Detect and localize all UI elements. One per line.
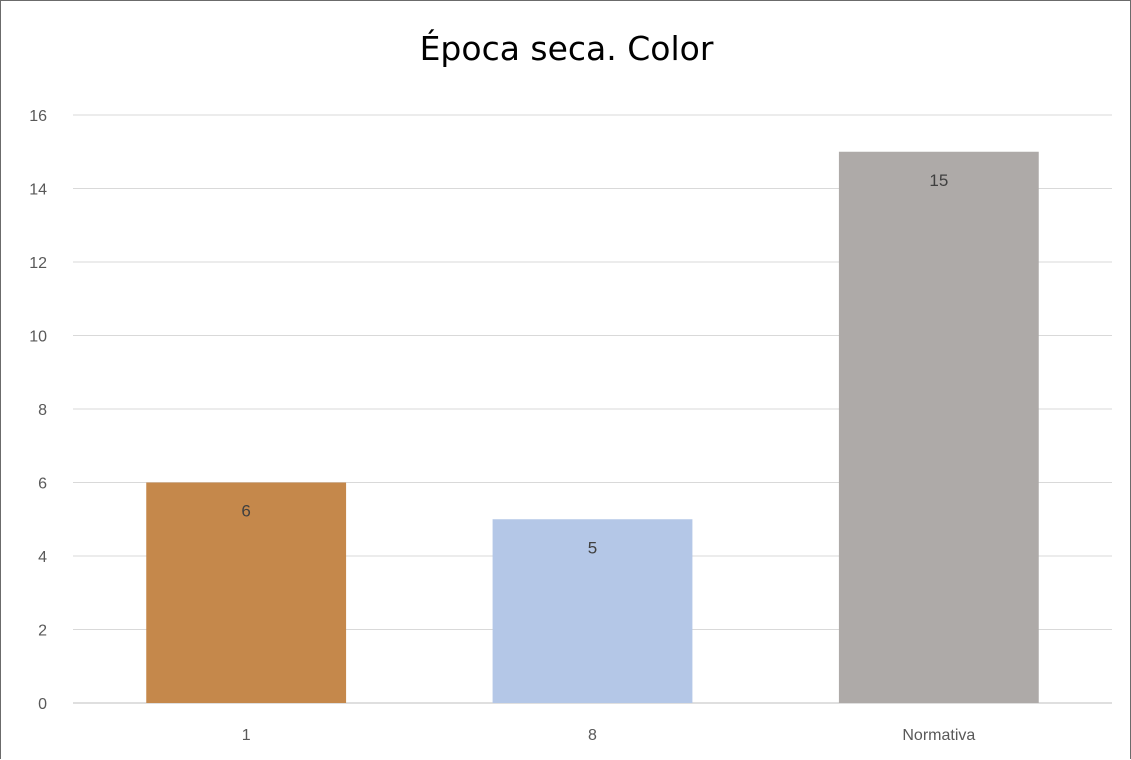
bar (146, 482, 347, 703)
bars (146, 151, 1039, 703)
bar (838, 151, 1039, 703)
x-tick-label: Normativa (902, 727, 975, 744)
data-label: 5 (588, 538, 597, 557)
y-tick-label: 16 (29, 108, 47, 125)
bar (492, 519, 693, 703)
data-label: 15 (929, 171, 948, 190)
y-tick-label: 8 (38, 402, 47, 419)
x-axis-ticks: 1 8 Normativa (242, 727, 976, 744)
data-label: 6 (241, 502, 250, 521)
x-tick-label: 8 (588, 727, 597, 744)
y-tick-label: 2 (38, 623, 47, 640)
x-tick-label: 1 (242, 727, 251, 744)
y-tick-label: 0 (38, 696, 47, 713)
y-tick-label: 4 (38, 549, 47, 566)
y-axis-ticks: 0 2 4 6 8 10 12 14 16 (29, 108, 47, 713)
y-tick-label: 14 (29, 182, 47, 199)
y-tick-label: 6 (38, 476, 47, 493)
chart-title: Época seca. Color (419, 29, 714, 68)
data-labels: 6 5 15 (241, 171, 948, 558)
y-tick-label: 12 (29, 255, 47, 272)
y-tick-label: 10 (29, 329, 47, 346)
